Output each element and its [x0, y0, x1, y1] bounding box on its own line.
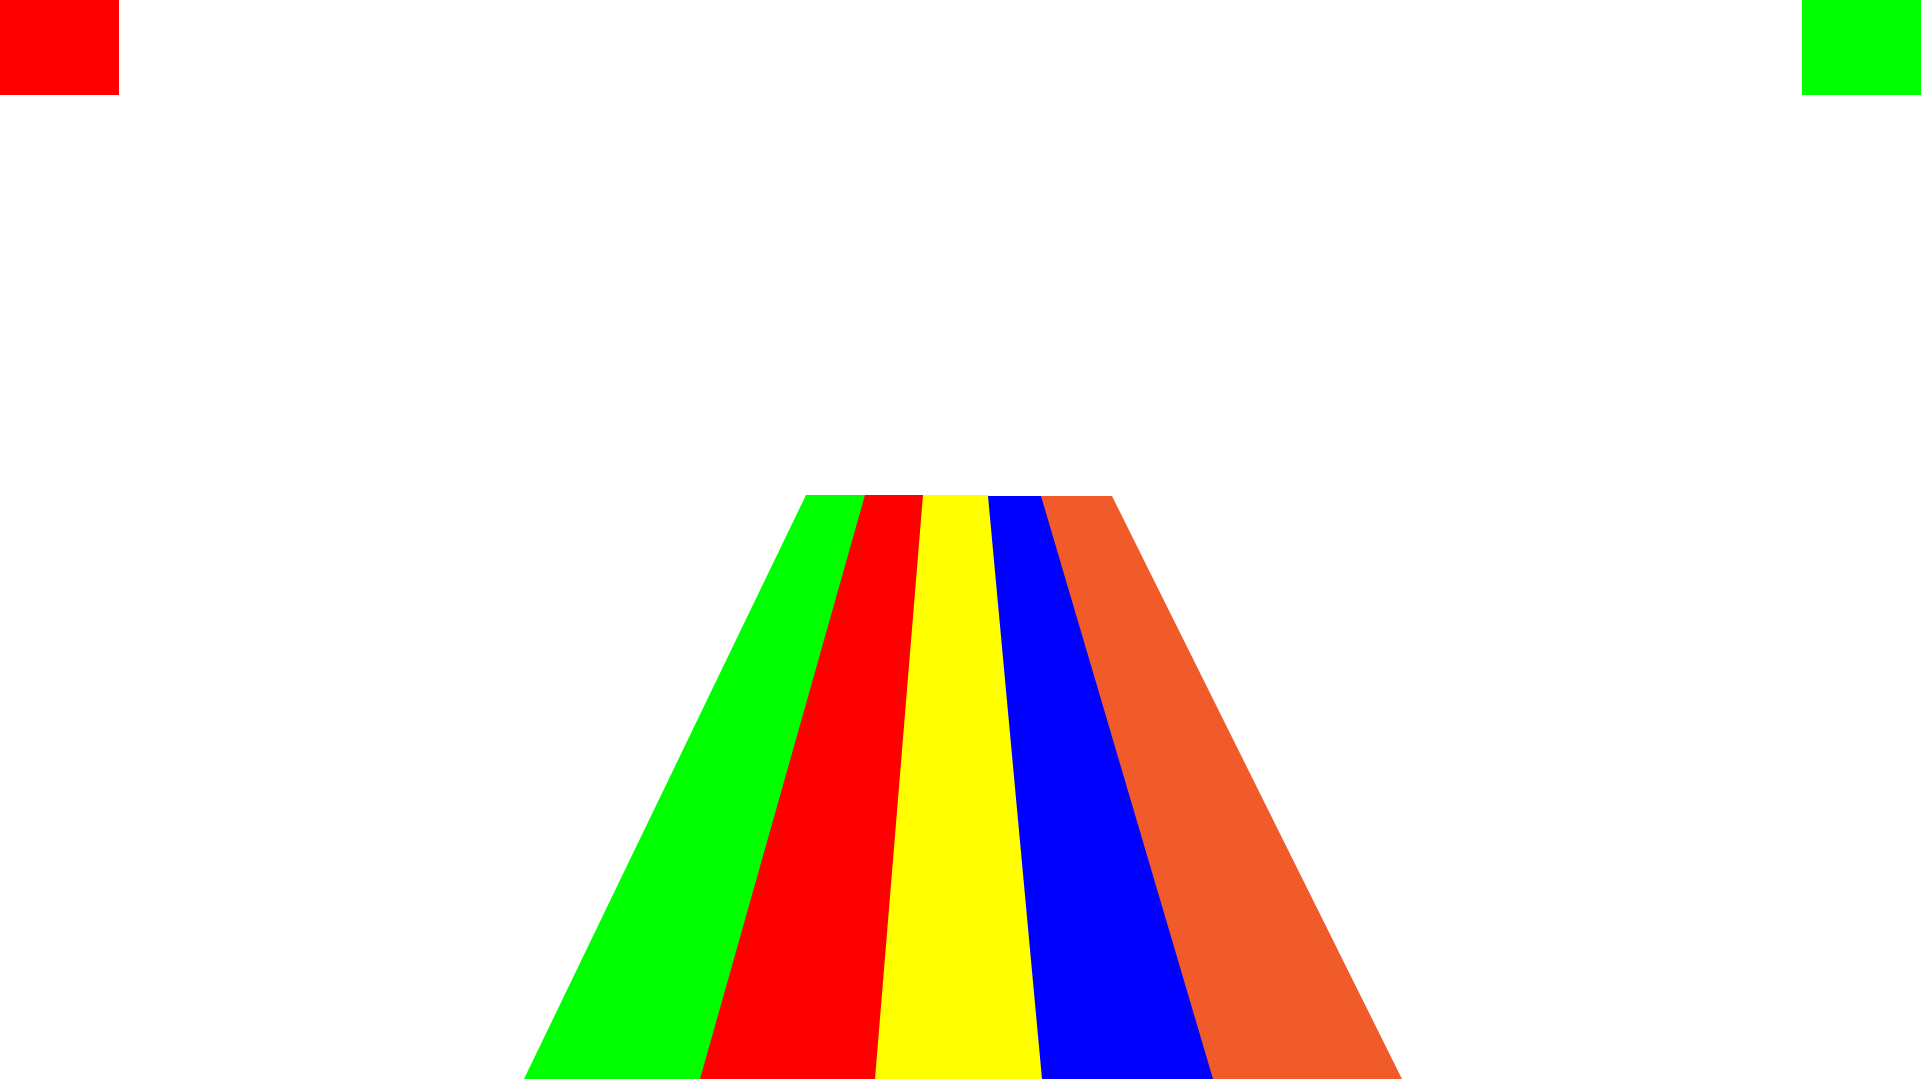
lane-1[interactable]	[524, 495, 866, 1079]
lane-3[interactable]	[875, 495, 1043, 1079]
left-corner-button[interactable]	[0, 0, 119, 95]
lane-5[interactable]	[1041, 496, 1402, 1079]
lane-2[interactable]	[700, 495, 924, 1079]
lane-4[interactable]	[988, 496, 1214, 1079]
right-corner-button[interactable]	[1802, 0, 1921, 95]
